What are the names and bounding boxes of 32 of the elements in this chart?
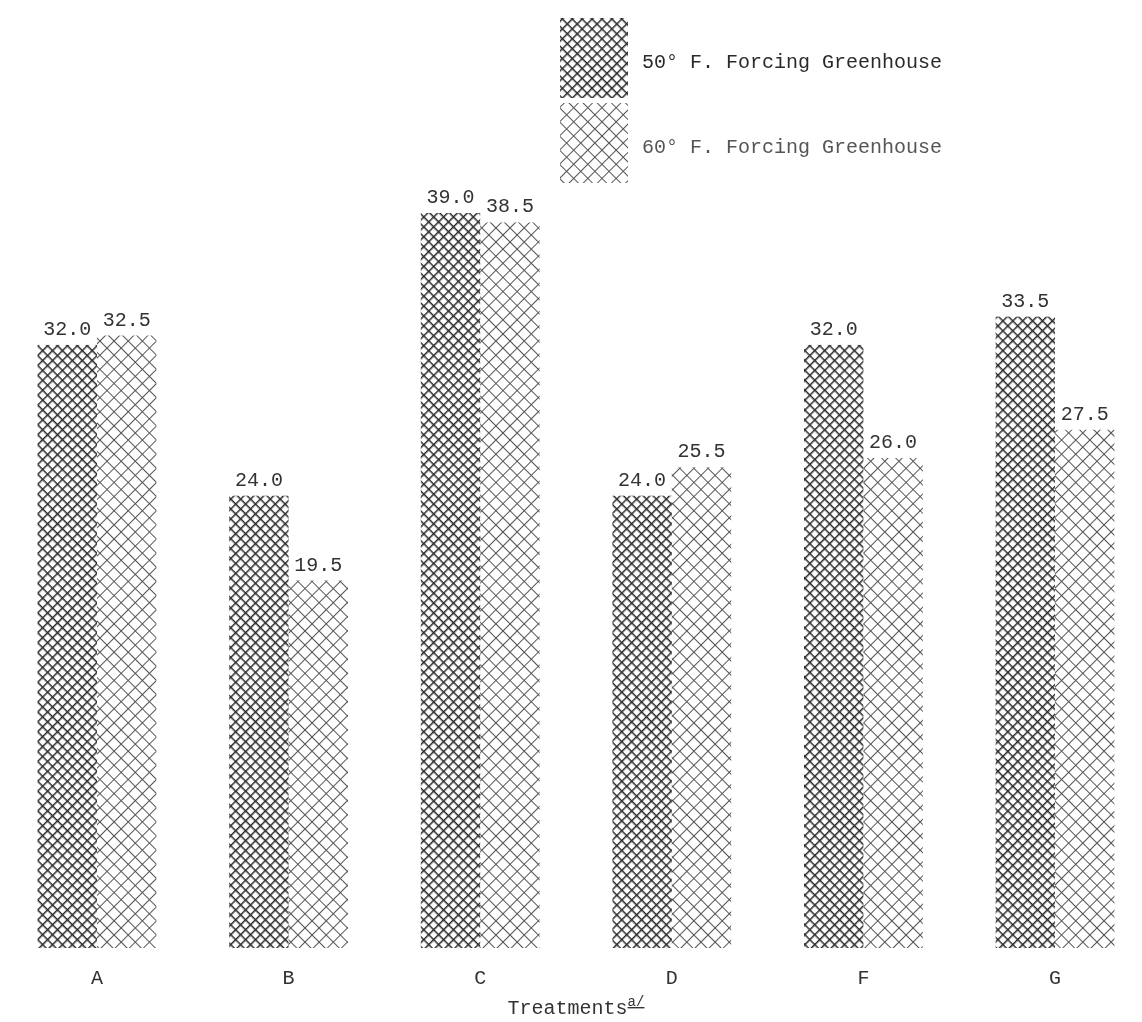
data-label: 32.0 (43, 317, 92, 341)
bar (96, 335, 157, 948)
x-tick-label: G (1049, 967, 1062, 990)
data-label: 24.0 (618, 468, 667, 492)
data-label: 32.0 (809, 317, 858, 341)
x-axis-title: Treatments$^{a/}$ (507, 994, 645, 1020)
data-label: 33.5 (1001, 289, 1050, 313)
bar (1055, 429, 1115, 948)
data-label: 24.0 (234, 468, 283, 492)
data-label: 39.0 (426, 186, 475, 209)
bar (288, 580, 348, 948)
data-label: 19.5 (294, 553, 343, 577)
bar (863, 458, 923, 948)
bar (37, 344, 97, 948)
x-tick-label: C (474, 967, 487, 990)
data-label: 26.0 (869, 431, 918, 454)
data-label: 32.5 (102, 308, 151, 332)
bar (420, 213, 481, 948)
bar (612, 495, 672, 948)
text: 60° F. Forcing Greenhouse (642, 136, 943, 159)
data-label: 38.5 (485, 195, 534, 219)
bar (480, 222, 540, 948)
bar (995, 316, 1056, 948)
x-tick-label: B (282, 967, 295, 990)
text: 50° F. Forcing Greenhouse (642, 51, 943, 74)
x-tick-label: F (857, 967, 870, 990)
data-label: 27.5 (1060, 402, 1109, 426)
data-label: 25.5 (677, 440, 726, 464)
bar (804, 344, 864, 948)
bar (229, 495, 289, 948)
x-tick-label: D (665, 967, 678, 990)
x-tick-label: A (90, 967, 103, 990)
